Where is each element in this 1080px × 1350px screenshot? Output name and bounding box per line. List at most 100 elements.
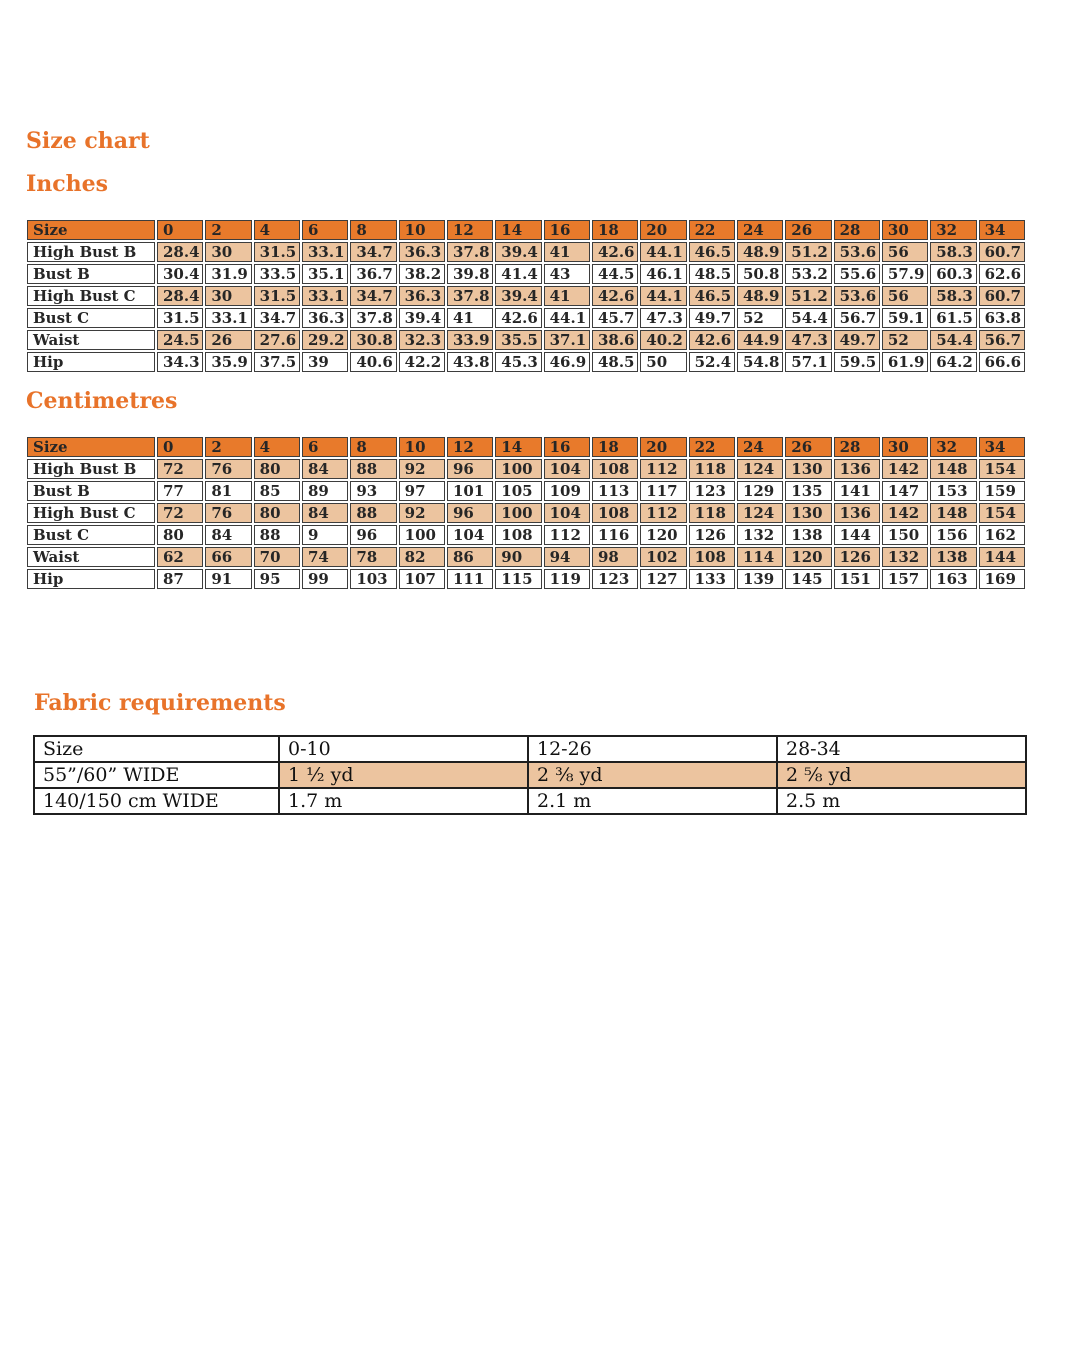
value-cell: 132: [736, 525, 784, 546]
value-cell: 96: [446, 503, 494, 524]
value-cell: 48.5: [591, 352, 639, 373]
value-cell: 94: [543, 547, 590, 568]
value-cell: 32.3: [398, 330, 445, 351]
value-cell: 135: [785, 481, 832, 502]
value-cell: 44.5: [591, 264, 639, 285]
size-label-header-cell: Size: [27, 220, 155, 241]
size-column-header-cell: 18: [591, 220, 639, 241]
value-cell: 70: [253, 547, 300, 568]
fabric-requirements-table: Size 0-10 12-26 28-34 55”/60” WIDE 1 ½ yd 2 ⅜ …: [33, 735, 1027, 816]
value-cell: 38.2: [398, 264, 445, 285]
value-cell: 56: [881, 242, 929, 263]
value-cell: 56.7: [833, 308, 880, 329]
value-cell: 88: [350, 459, 397, 480]
value-cell: 147: [881, 481, 929, 502]
header-row: Size 0 2 4 6 8 10 12 14 16 18 20 22 24 26 28 30 32 34: [27, 220, 1025, 241]
centimetres-size-table: Size 0 2 4 6 8 10 12 14 16 18 20 22 24 26 28 30 32 34 High …: [25, 435, 1027, 592]
size-column-header-cell: 16: [543, 220, 590, 241]
size-column-header-cell: 34: [978, 220, 1025, 241]
value-cell: 169: [978, 569, 1025, 590]
row-label-cell: Bust B: [27, 264, 155, 285]
value-cell: 26: [205, 330, 252, 351]
value-cell: 63.8: [978, 308, 1025, 329]
size-column-header-cell: 20: [640, 220, 687, 241]
value-cell: 31.9: [205, 264, 252, 285]
value-cell: 33.1: [301, 242, 349, 263]
value-cell: 62: [157, 547, 204, 568]
value-cell: 34.7: [350, 286, 397, 307]
value-cell: 130: [785, 503, 832, 524]
value-cell: 61.5: [930, 308, 977, 329]
size-column-header-cell: 6: [301, 437, 349, 458]
value-cell: 42.6: [591, 242, 639, 263]
value-cell: 91: [205, 569, 252, 590]
row-label-cell: Waist: [27, 330, 155, 351]
value-cell: 48.5: [688, 264, 735, 285]
value-cell: 33.1: [205, 308, 252, 329]
row-label-cell: High Bust C: [27, 286, 155, 307]
row-label-cell: Hip: [27, 352, 155, 373]
value-cell: 29.2: [301, 330, 349, 351]
row-label-cell: High Bust B: [27, 459, 155, 480]
value-cell: 98: [591, 547, 639, 568]
value-cell: 76: [205, 459, 252, 480]
size-column-header-cell: 4: [253, 220, 300, 241]
value-cell: 144: [978, 547, 1025, 568]
value-cell: 37.1: [543, 330, 590, 351]
value-cell: 60.3: [930, 264, 977, 285]
size-column-header-cell: 28: [833, 437, 880, 458]
value-cell: 34.7: [253, 308, 300, 329]
size-column-header-cell: 10: [398, 437, 445, 458]
value-cell: 30.4: [157, 264, 204, 285]
value-cell: 108: [688, 547, 735, 568]
value-cell: 124: [736, 503, 784, 524]
value-cell: 108: [591, 459, 639, 480]
fabric-requirements-section: Fabric requirements Size 0-10 12-26 28-34 55…: [33, 692, 1027, 816]
value-cell: 46.5: [688, 286, 735, 307]
value-cell: 88: [253, 525, 300, 546]
value-cell: 100: [495, 459, 542, 480]
row-label-cell: Bust B: [27, 481, 155, 502]
size-column-header-cell: 14: [495, 220, 542, 241]
table-row: High Bust B 72 76 80 84 88 92 96 100 104 108 112 118…: [27, 459, 1025, 480]
row-label-cell: Size: [33, 735, 280, 764]
value-cell: 59.1: [881, 308, 929, 329]
value-cell: 44.1: [640, 242, 687, 263]
size-column-header-cell: 8: [350, 220, 397, 241]
value-cell: 36.3: [398, 286, 445, 307]
value-cell: 37.8: [446, 242, 494, 263]
value-cell: 118: [688, 459, 735, 480]
value-cell: 82: [398, 547, 445, 568]
value-cell: 127: [640, 569, 687, 590]
value-cell: 28.4: [157, 286, 204, 307]
value-cell: 53.6: [833, 242, 880, 263]
value-cell: 39: [301, 352, 349, 373]
value-cell: 142: [881, 459, 929, 480]
value-cell: 162: [978, 525, 1025, 546]
value-cell: 80: [157, 525, 204, 546]
value-cell: 120: [785, 547, 832, 568]
value-cell: 99: [301, 569, 349, 590]
value-cell: 93: [350, 481, 397, 502]
size-column-header-cell: 28: [833, 220, 880, 241]
inches-heading: Inches: [26, 171, 109, 198]
value-cell: 30.8: [350, 330, 397, 351]
value-cell: 159: [978, 481, 1025, 502]
document-page: Size chart Inches Size 0 2 4 6 8 10 12 14 16 18 20 2…: [25, 129, 1027, 816]
value-cell: 139: [736, 569, 784, 590]
table-row: Hip 34.3 35.9 37.5 39 40.6 42.2 43.8 45.3 46.9 48.…: [27, 352, 1025, 373]
value-cell: 100: [398, 525, 445, 546]
value-cell: 92: [398, 503, 445, 524]
value-cell: 39.8: [446, 264, 494, 285]
value-cell: 112: [640, 503, 687, 524]
size-column-header-cell: 12: [446, 437, 494, 458]
row-label-cell: Bust C: [27, 525, 155, 546]
value-cell: 2.5 m: [776, 787, 1027, 816]
value-cell: 108: [591, 503, 639, 524]
value-cell: 58.3: [930, 242, 977, 263]
value-cell: 100: [495, 503, 542, 524]
table-row: Waist 62 66 70 74 78 82 86 90 94 98 102 108 114 120 126…: [27, 547, 1025, 568]
size-column-header-cell: 6: [301, 220, 349, 241]
value-cell: 49.7: [833, 330, 880, 351]
size-column-header-cell: 26: [785, 220, 832, 241]
